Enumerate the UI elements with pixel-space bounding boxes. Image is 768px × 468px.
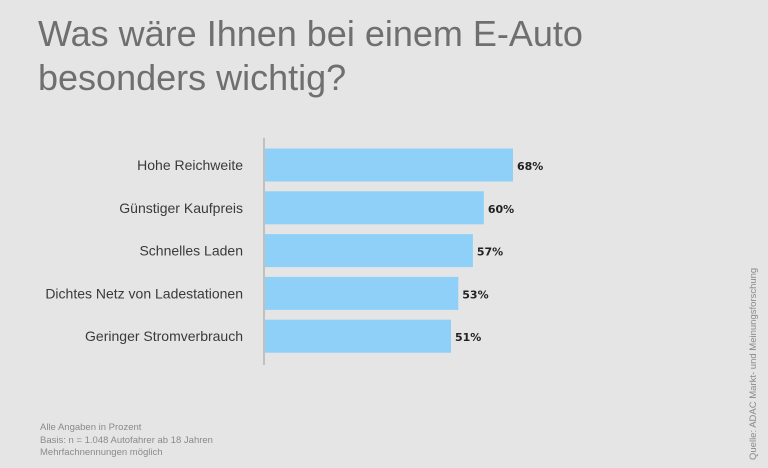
category-label: Günstiger Kaufpreis: [119, 200, 243, 216]
footnotes: Alle Angaben in Prozent Basis: n = 1.048…: [40, 422, 213, 460]
bar: [265, 234, 473, 268]
data-label: 68%: [517, 160, 543, 173]
category-label: Geringer Stromverbrauch: [85, 328, 243, 344]
category-label: Schnelles Laden: [139, 243, 243, 259]
source-note: Quelle: ADAC Markt- und Meinungsforschun…: [748, 267, 759, 460]
data-label: 60%: [488, 203, 514, 216]
bar: [265, 276, 459, 310]
bar: [265, 148, 513, 182]
category-label: Hohe Reichweite: [137, 157, 243, 173]
bar: [265, 191, 484, 225]
data-label: 51%: [455, 331, 481, 344]
note-multiple: Mehrfachnennungen möglich: [40, 447, 163, 458]
note-unit: Alle Angaben in Prozent: [40, 422, 142, 433]
category-label: Dichtes Netz von Ladestationen: [45, 285, 243, 301]
bar: [265, 319, 451, 353]
data-label: 53%: [462, 288, 488, 301]
data-label: 57%: [477, 246, 503, 259]
chart-title: Was wäre Ihnen bei einem E-Auto besonder…: [38, 13, 583, 98]
note-basis: Basis: n = 1.048 Autofahrer ab 18 Jahren: [40, 434, 213, 446]
